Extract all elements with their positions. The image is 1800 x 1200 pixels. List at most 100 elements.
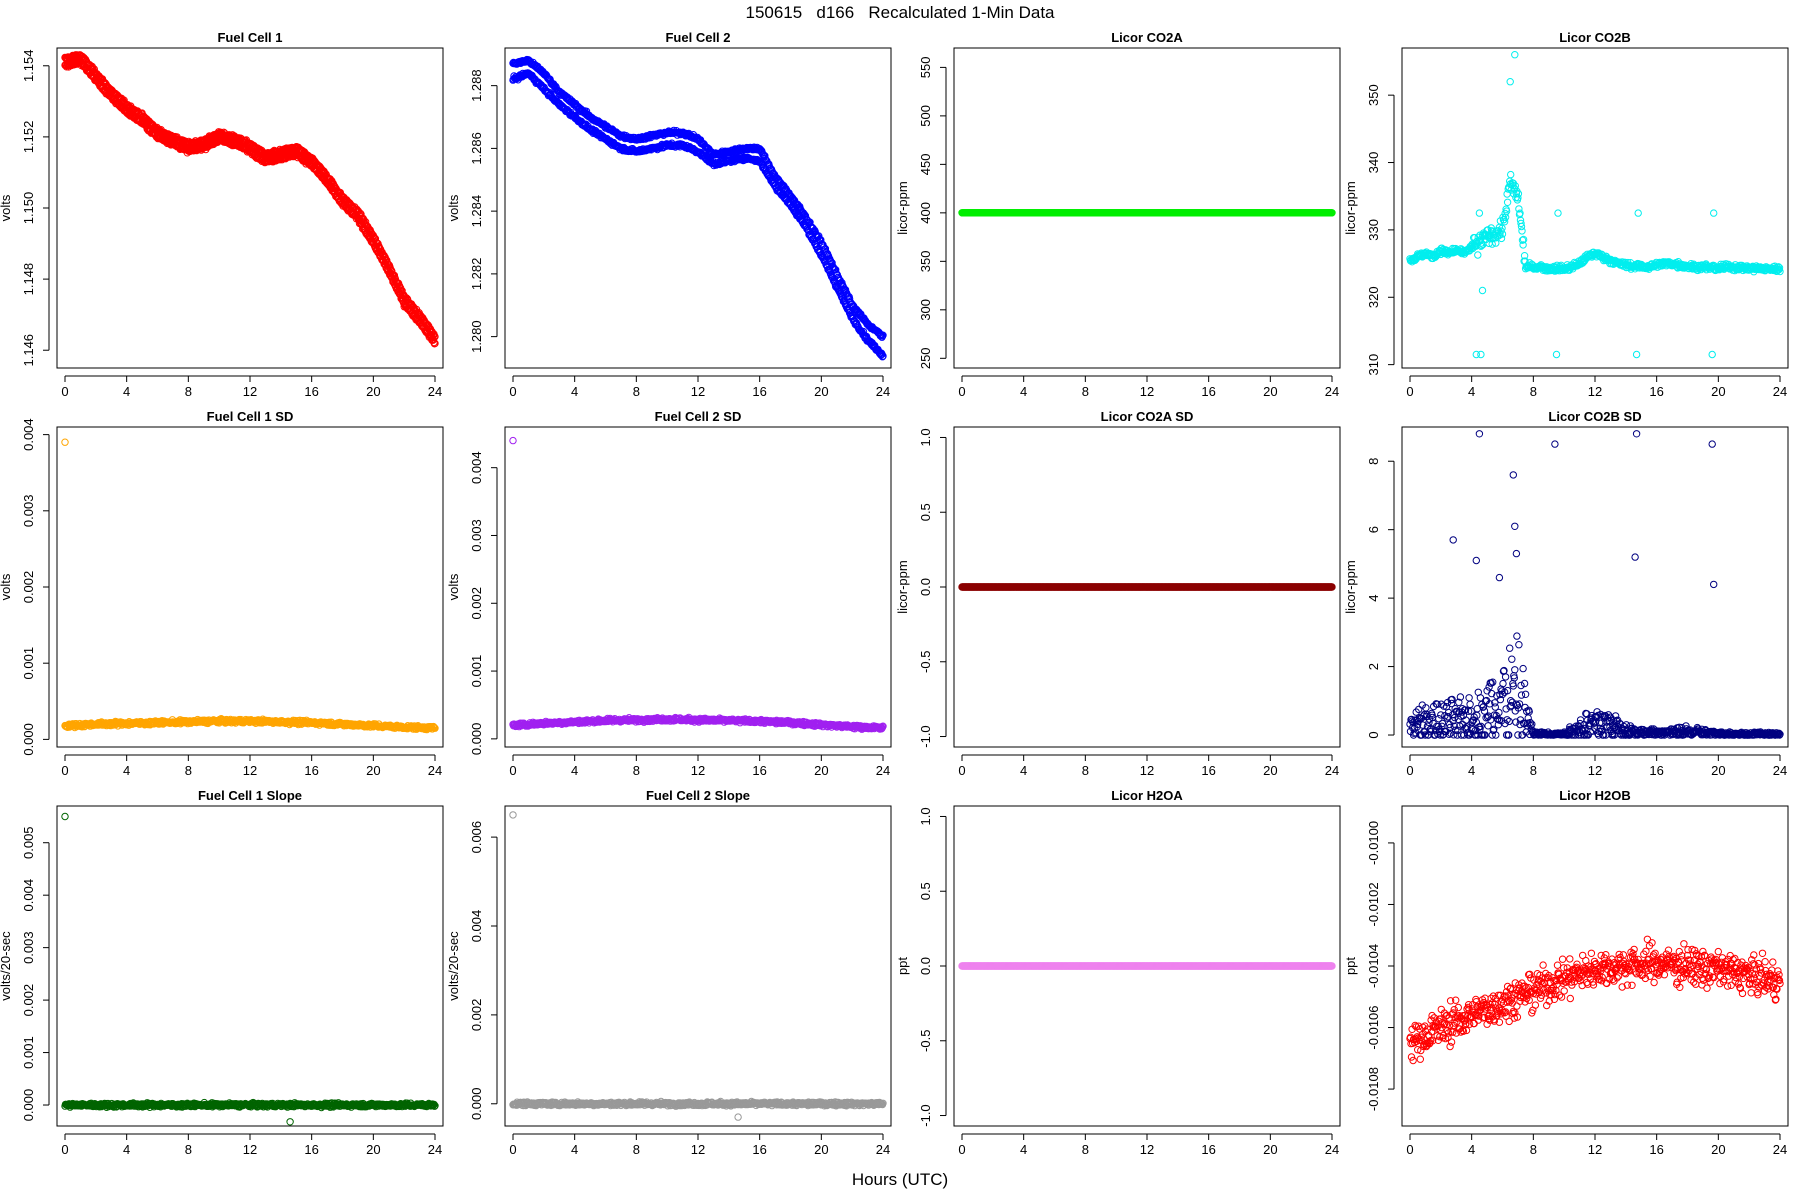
data-points: [958, 209, 1336, 217]
x-tick-label: 8: [1530, 384, 1537, 399]
data-point: [1518, 236, 1527, 244]
x-tick-label: 20: [366, 384, 380, 399]
data-point: [427, 332, 436, 340]
data-point: [1511, 185, 1519, 193]
data-point: [1328, 209, 1336, 217]
y-tick-label: 550: [918, 57, 933, 79]
x-tick-label: 24: [1325, 384, 1339, 399]
outlier-point: [1511, 51, 1519, 59]
data-point: [375, 248, 383, 256]
y-tick-label: 1.148: [21, 263, 36, 296]
data-point: [429, 336, 438, 344]
x-tick-label: 16: [1201, 384, 1215, 399]
data-point: [817, 236, 825, 244]
y-tick-label: 300: [918, 299, 933, 321]
y-tick-label: 320: [1366, 286, 1381, 308]
x-tick-label: 4: [1468, 384, 1475, 399]
plot-frame: [56, 47, 444, 369]
outlier-point: [1554, 209, 1562, 217]
data-points: [1406, 51, 1784, 359]
x-tick-label: 16: [1649, 384, 1663, 399]
panel-title: Licor CO2B: [1559, 30, 1631, 45]
panel-title: Fuel Cell 2: [665, 30, 730, 45]
x-tick-label: 12: [243, 763, 257, 778]
y-axis-label: licor-ppm: [1343, 181, 1358, 234]
y-tick-label: 450: [918, 154, 933, 176]
data-point: [1517, 222, 1526, 231]
outlier-point: [1710, 209, 1718, 217]
x-tick-label: 12: [1588, 384, 1602, 399]
x-tick-label: 4: [1020, 384, 1027, 399]
plot-frame: [953, 47, 1341, 369]
data-point: [1503, 198, 1512, 207]
x-tick-label: 24: [428, 763, 442, 778]
data-points: [509, 55, 887, 361]
y-axis-label: volts: [0, 573, 13, 600]
data-point: [1502, 207, 1511, 215]
y-tick-label: 350: [918, 250, 933, 272]
x-tick-label: 4: [571, 384, 578, 399]
y-tick-label: 1.146: [21, 334, 36, 367]
outlier-point: [1634, 209, 1642, 217]
data-point: [1474, 251, 1482, 259]
x-tick-label: 8: [1082, 384, 1089, 399]
data-point: [1477, 242, 1485, 250]
plot-frame: [1401, 47, 1789, 369]
x-tick-label: 8: [633, 384, 640, 399]
y-tick-label: 310: [1366, 354, 1381, 376]
y-tick-label: 250: [918, 347, 933, 369]
outlier-point: [1708, 350, 1716, 359]
data-point: [1511, 182, 1520, 190]
data-point: [1776, 267, 1784, 276]
data-point: [1514, 190, 1523, 198]
x-tick-label: 0: [958, 384, 965, 399]
y-axis-label: volts: [446, 194, 461, 221]
panel-title: Fuel Cell 1 SD: [207, 409, 294, 424]
y-tick-label: 1.288: [469, 69, 484, 102]
data-point: [1775, 264, 1784, 272]
x-tick-label: 24: [1773, 384, 1787, 399]
x-tick-label: 16: [304, 384, 318, 399]
y-tick-label: 1.152: [21, 121, 36, 154]
x-tick-label: 12: [691, 384, 705, 399]
x-tick-label: 16: [752, 384, 766, 399]
data-point: [1478, 241, 1486, 250]
data-point: [431, 339, 439, 348]
x-tick-label: 12: [1140, 384, 1154, 399]
plot-frame: [56, 426, 444, 748]
data-point: [1507, 170, 1515, 179]
outlier-point: [1506, 78, 1514, 86]
data-points: [61, 51, 439, 348]
data-point: [1497, 234, 1506, 243]
data-point: [1516, 209, 1524, 217]
y-axis-label: volts: [0, 194, 13, 221]
data-point: [1515, 205, 1523, 213]
data-points: [61, 438, 439, 734]
y-tick-label: 400: [918, 202, 933, 224]
data-point: [879, 331, 887, 339]
y-axis-label: licor-ppm: [895, 181, 910, 234]
data-point: [1500, 218, 1509, 226]
data-point: [1514, 194, 1522, 202]
data-point: [768, 175, 776, 184]
plot-frame: [504, 47, 892, 369]
x-tick-label: 20: [1711, 384, 1725, 399]
y-tick-label: 330: [1366, 219, 1381, 241]
x-tick-label: 20: [814, 384, 828, 399]
x-tick-label: 24: [876, 384, 890, 399]
data-point: [1487, 224, 1495, 232]
data-point: [804, 227, 813, 235]
outlier-point: [1478, 286, 1487, 295]
y-tick-label: 0.004: [21, 418, 36, 451]
y-tick-label: 1.286: [469, 132, 484, 165]
data-point: [1520, 252, 1529, 260]
data-point: [1774, 263, 1783, 271]
panel-fc1: Fuel Cell 10 4 8 12 16 20 241.1461.1481.1501.1…: [0, 30, 444, 399]
y-tick-label: 0.000: [21, 723, 36, 756]
x-tick-label: 8: [185, 763, 192, 778]
outlier-point: [1477, 350, 1485, 359]
outlier-point: [1552, 350, 1561, 359]
panel-title: Licor CO2A: [1111, 30, 1183, 45]
x-tick-label: 0: [509, 384, 516, 399]
